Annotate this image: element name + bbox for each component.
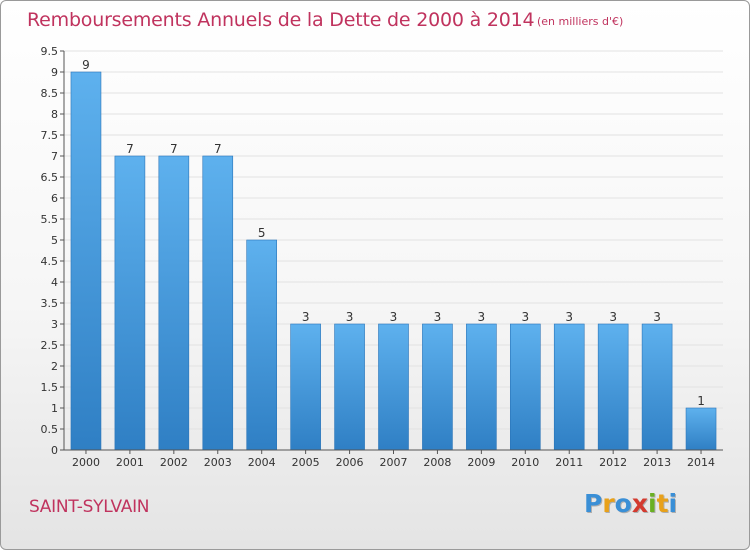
y-tick-label: 5 [51, 234, 58, 247]
x-tick-label: 2004 [248, 456, 276, 469]
bar-2002 [158, 155, 190, 451]
bars [70, 71, 717, 451]
y-tick-label: 5.5 [41, 213, 59, 226]
y-tick-label: 7 [51, 150, 58, 163]
y-tick-label: 7.5 [41, 129, 59, 142]
bar-value-label: 3 [346, 310, 354, 324]
y-tick-label: 2.5 [41, 339, 59, 352]
bar-value-label: 3 [434, 310, 442, 324]
x-tick-label: 2014 [687, 456, 715, 469]
bar-value-label: 3 [609, 310, 617, 324]
bar-2009 [466, 323, 497, 451]
labels: 9 7 7 7 5 3 3 3 3 3 3 3 3 3 1 [82, 58, 705, 408]
proxiti-logo: Proxiti [584, 489, 677, 518]
bar-2000 [70, 71, 102, 451]
bar-2011 [553, 323, 585, 451]
y-tick-label: 4 [51, 276, 58, 289]
bar-value-label: 3 [653, 310, 661, 324]
bar-value-label: 3 [521, 310, 529, 324]
bar-2013 [641, 323, 673, 451]
logo-letter: i [668, 489, 678, 518]
bar-value-label: 1 [697, 394, 705, 408]
x-tick-label: 2001 [116, 456, 144, 469]
bar-2012 [597, 323, 629, 451]
bar-2008 [422, 323, 453, 451]
bar-value-label: 5 [258, 226, 266, 240]
bar-value-label: 3 [390, 310, 398, 324]
logo-letter: o [614, 489, 632, 518]
y-tick-label: 6.5 [41, 171, 59, 184]
x-tick-label: 2005 [292, 456, 320, 469]
x-tick-label: 2011 [555, 456, 583, 469]
bar-value-label: 9 [82, 58, 90, 72]
y-tick-label: 1.5 [41, 381, 59, 394]
x-tick-label: 2003 [204, 456, 232, 469]
x-tick-label: 2008 [423, 456, 451, 469]
logo-letter: r [602, 489, 615, 518]
x-tick-label: 2007 [380, 456, 408, 469]
y-tick-label: 3.5 [41, 297, 59, 310]
bar-2006 [334, 323, 365, 451]
y-tick-label: 0.5 [41, 423, 59, 436]
x-tick-label: 2010 [511, 456, 539, 469]
x-tick-label: 2013 [643, 456, 671, 469]
chart-title: Remboursements Annuels de la Dette de 20… [27, 9, 535, 31]
town-name: SAINT-SYLVAIN [29, 497, 150, 517]
y-tick-label: 9 [51, 66, 58, 79]
bar-value-label: 3 [478, 310, 486, 324]
y-tick-label: 1 [51, 402, 58, 415]
y-tick-label: 9.5 [41, 45, 59, 58]
x-tick-label: 2006 [336, 456, 364, 469]
bar-value-label: 3 [302, 310, 310, 324]
bar-2005 [290, 323, 321, 451]
y-tick-label: 6 [51, 192, 58, 205]
bar-2003 [202, 155, 234, 451]
x-tick-label: 2000 [72, 456, 100, 469]
bar-value-label: 7 [214, 142, 222, 156]
x-tick-label: 2009 [467, 456, 495, 469]
logo-letter: x [631, 489, 648, 518]
logo-letter: P [584, 489, 603, 518]
logo-letter: t [656, 489, 669, 518]
y-tick-label: 2 [51, 360, 58, 373]
bar-2007 [378, 323, 409, 451]
x-tick-label: 2012 [599, 456, 627, 469]
y-tick-label: 3 [51, 318, 58, 331]
y-tick-label: 4.5 [41, 255, 59, 268]
bar-2010 [509, 323, 541, 451]
axes: 0 0.5 1 1.5 2 2.5 3 3.5 4 4.5 5 5.5 6 6.5 7 7.5 8 8.5 9 9.5… [41, 45, 723, 469]
y-tick-label: 0 [51, 444, 58, 457]
bar-2014 [685, 407, 717, 451]
bar-value-label: 3 [565, 310, 573, 324]
logo-letter: i [648, 489, 657, 518]
x-tick-label: 2002 [160, 456, 188, 469]
y-tick-label: 8 [51, 108, 58, 121]
y-tick-label: 8.5 [41, 87, 59, 100]
bar-2004 [246, 239, 277, 451]
chart-subtitle: (en milliers d'€) [537, 15, 624, 28]
bar-value-label: 7 [126, 142, 134, 156]
bar-2001 [114, 155, 146, 451]
bar-value-label: 7 [170, 142, 178, 156]
